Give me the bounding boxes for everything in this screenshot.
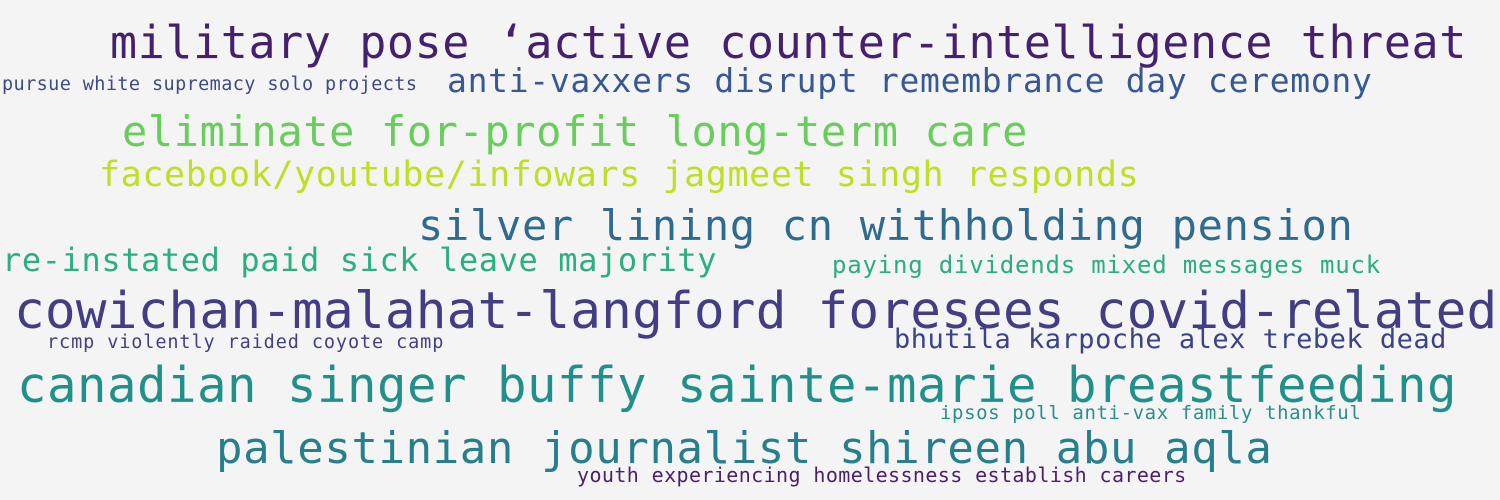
word-phrase-4: eliminate for-profit long-term care	[122, 107, 1029, 156]
word-phrase-11: bhutila karpoche alex trebek dead	[894, 324, 1447, 355]
word-phrase-6: silver lining cn withholding pension	[418, 201, 1354, 250]
word-phrase-2: pursue white supremacy solo projects	[2, 74, 418, 95]
word-phrase-15: youth experiencing homelessness establis…	[577, 463, 1187, 487]
word-phrase-13: ipsos poll anti-vax family thankful	[940, 402, 1362, 424]
word-phrase-9: cowichan-malahat-langford foresees covid…	[14, 282, 1498, 341]
word-phrase-3: anti-vaxxers disrupt remembrance day cer…	[447, 61, 1373, 100]
word-phrase-5: facebook/youtube/infowars jagmeet singh …	[99, 155, 1140, 195]
word-phrase-1: military pose ‘active counter-intelligen…	[110, 16, 1467, 69]
word-phrase-14: palestinian journalist shireen abu aqla	[216, 423, 1273, 474]
word-phrase-10: rcmp violently raided coyote camp	[47, 332, 445, 353]
word-phrase-12: canadian singer buffy sainte-marie breas…	[17, 357, 1458, 414]
word-phrase-7: re-instated paid sick leave majority	[2, 241, 718, 279]
word-phrase-8: paying dividends mixed messages muck	[832, 251, 1381, 279]
